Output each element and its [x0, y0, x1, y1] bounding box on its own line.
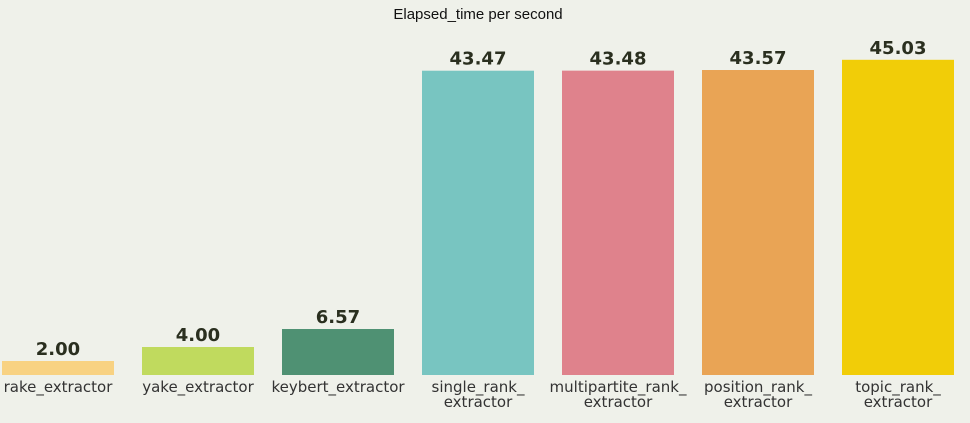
x-tick-label-6-line-0: topic_rank_ [855, 378, 941, 397]
bars-layer [2, 59, 954, 376]
x-tick-label-0-line-0: rake_extractor [4, 378, 114, 397]
bar-value-label-5: 43.57 [730, 48, 787, 69]
bar-5 [702, 70, 814, 375]
x-tick-label-3-line-0: single_rank_ [432, 378, 525, 397]
bar-6 [842, 59, 954, 375]
x-tick-label-5: position_rank_ extractor [704, 378, 812, 411]
x-tick-label-2-line-0: keybert_extractor [271, 378, 405, 397]
x-tick-label-6-line-1: extractor [864, 393, 933, 411]
x-tick-label-5-line-1: extractor [724, 393, 793, 411]
x-tick-label-3: single_rank_ extractor [432, 378, 525, 411]
bar-value-label-4: 43.48 [590, 49, 647, 70]
x-tick-label-3-line-1: extractor [444, 393, 513, 411]
x-tick-label-1: yake_extractor [142, 378, 254, 397]
x-tick-label-6: topic_rank_ extractor [855, 378, 941, 411]
bar-value-label-2: 6.57 [316, 307, 360, 328]
bar-value-label-6: 45.03 [870, 38, 927, 59]
x-tick-label-4-line-0: multipartite_rank_ [550, 378, 687, 397]
x-tick-label-4: multipartite_rank_ extractor [550, 378, 687, 411]
x-tick-labels-layer: rake_extractor yake_extractor keybert_extr… [4, 378, 942, 411]
bar-value-label-1: 4.00 [176, 325, 220, 346]
bar-0 [2, 361, 114, 375]
bar-4 [562, 70, 674, 375]
value-labels-layer: 2.00 4.00 6.57 43.47 43.48 43.57 45.03 [36, 38, 927, 360]
bar-value-label-3: 43.47 [450, 49, 507, 70]
bar-3 [422, 70, 534, 376]
x-tick-label-1-line-0: yake_extractor [142, 378, 254, 397]
bar-1 [142, 347, 254, 375]
bar-2 [282, 329, 394, 375]
chart-title: Elapsed_time per second [393, 6, 563, 23]
x-tick-label-0: rake_extractor [4, 378, 114, 397]
x-tick-label-4-line-1: extractor [584, 393, 653, 411]
x-tick-label-5-line-0: position_rank_ [704, 378, 812, 397]
bar-value-label-0: 2.00 [36, 339, 80, 360]
x-tick-label-2: keybert_extractor [271, 378, 405, 397]
